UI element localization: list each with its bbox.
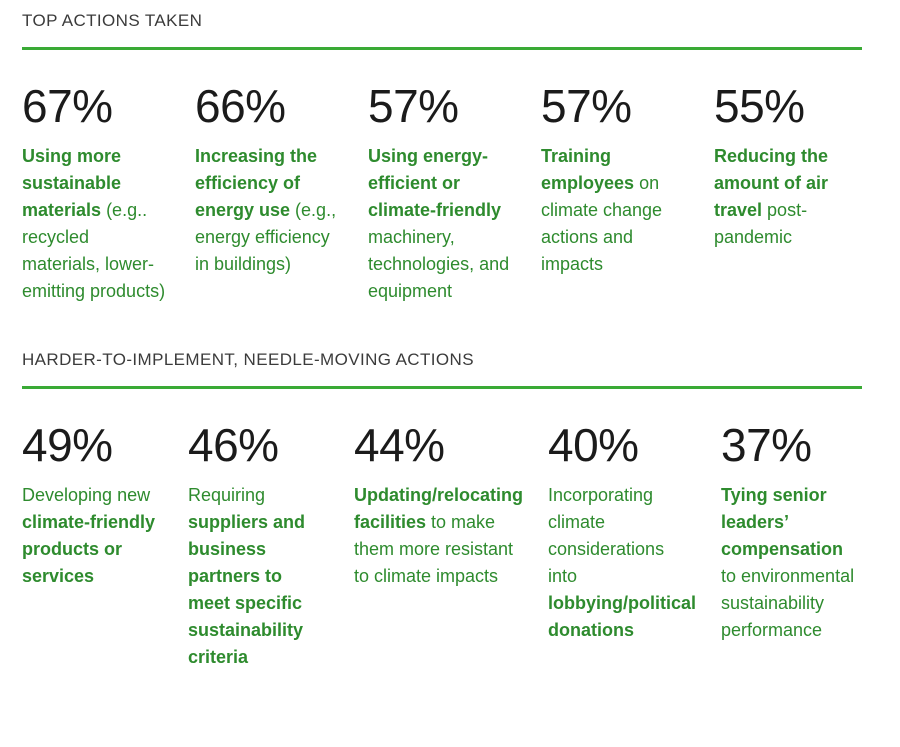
action-description: Updating/relocating facilities to make t… xyxy=(353,485,523,586)
action-description: Using energy-efficient or climate-friend… xyxy=(368,146,510,301)
action-description: Requiring suppliers and business partner… xyxy=(187,485,306,667)
action-percentage: 46% xyxy=(187,419,279,471)
action-percentage: 37% xyxy=(721,419,812,471)
action-percentage: 66% xyxy=(195,80,286,132)
section-title: TOP ACTIONS TAKEN xyxy=(22,11,203,30)
action-description: Reducing the amount of air travel post-p… xyxy=(714,146,829,247)
action-card: 67% Using more sustainable materials (e.… xyxy=(22,80,170,305)
action-description: Increasing the efficiency of energy use … xyxy=(195,146,337,274)
actions-grid: 67% Using more sustainable materials (e.… xyxy=(22,80,862,305)
action-description: Incorporating climate considerations int… xyxy=(548,485,696,640)
action-percentage: 67% xyxy=(22,80,113,132)
section-top-actions: TOP ACTIONS TAKEN 67% Using more sustain… xyxy=(22,10,862,305)
action-card: 44% Updating/relocating facilities to ma… xyxy=(354,419,523,671)
action-description: Using more sustainable materials (e.g.. … xyxy=(22,146,166,301)
action-card: 40% Incorporating climate considerations… xyxy=(548,419,696,671)
action-card: 37% Tying senior leaders’ compensation t… xyxy=(721,419,862,671)
section-title: HARDER-TO-IMPLEMENT, NEEDLE-MOVING ACTIO… xyxy=(22,350,474,369)
action-description: Tying senior leaders’ compensation to en… xyxy=(721,485,855,640)
action-description: Training employees on climate change act… xyxy=(541,146,663,274)
section-divider-rule xyxy=(22,386,862,389)
action-card: 57% Training employees on climate change… xyxy=(541,80,689,305)
action-card: 57% Using energy-efficient or climate-fr… xyxy=(368,80,516,305)
action-card: 46% Requiring suppliers and business par… xyxy=(188,419,329,671)
action-description: Developing new climate-friendly products… xyxy=(22,485,156,586)
section-divider-rule xyxy=(22,47,862,50)
action-percentage: 57% xyxy=(541,80,632,132)
action-percentage: 57% xyxy=(368,80,459,132)
action-percentage: 44% xyxy=(353,419,445,471)
actions-grid: 49% Developing new climate-friendly prod… xyxy=(22,419,862,671)
action-percentage: 49% xyxy=(22,419,113,471)
action-card: 66% Increasing the efficiency of energy … xyxy=(195,80,343,305)
action-percentage: 55% xyxy=(714,80,805,132)
section-harder-actions: HARDER-TO-IMPLEMENT, NEEDLE-MOVING ACTIO… xyxy=(22,349,862,671)
action-percentage: 40% xyxy=(548,419,639,471)
action-card: 55% Reducing the amount of air travel po… xyxy=(714,80,862,305)
action-card: 49% Developing new climate-friendly prod… xyxy=(22,419,163,671)
